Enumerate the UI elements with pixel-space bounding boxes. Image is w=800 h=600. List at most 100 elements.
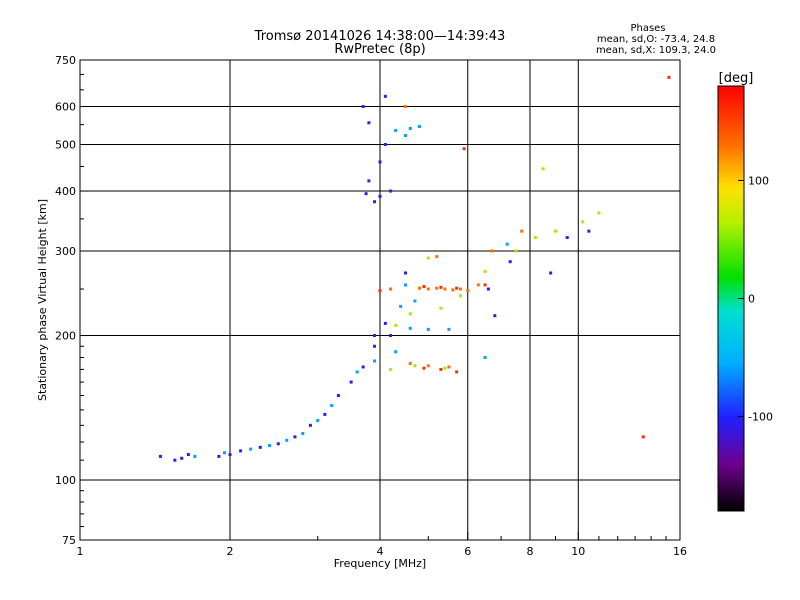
data-point xyxy=(455,286,459,290)
data-point xyxy=(455,370,459,374)
data-point xyxy=(458,287,462,291)
x-axis-label: Frequency [MHz] xyxy=(334,557,426,570)
data-point xyxy=(158,454,162,458)
data-point xyxy=(399,304,403,308)
data-point xyxy=(403,283,407,287)
data-point xyxy=(373,359,377,363)
data-point xyxy=(394,128,398,132)
data-point xyxy=(293,435,297,439)
data-point xyxy=(443,366,447,370)
data-point xyxy=(389,367,393,371)
data-point xyxy=(403,105,407,109)
data-point xyxy=(462,147,466,151)
data-point xyxy=(447,365,451,369)
data-point xyxy=(403,134,407,138)
data-point xyxy=(180,456,184,460)
data-point xyxy=(249,447,253,451)
data-point xyxy=(367,121,371,125)
data-point xyxy=(597,211,601,215)
data-point xyxy=(408,312,412,316)
colorbar-tick-label: -100 xyxy=(748,411,773,424)
data-point xyxy=(422,285,426,289)
y-tick-label: 750 xyxy=(55,54,76,67)
data-point xyxy=(373,200,377,204)
data-point xyxy=(466,289,470,293)
data-point xyxy=(541,167,545,171)
data-point xyxy=(483,355,487,359)
data-point xyxy=(228,453,232,457)
data-point xyxy=(364,192,368,196)
data-point xyxy=(193,454,197,458)
stats-line-x: mean, sd,X: 109.3, 24.0 xyxy=(596,45,716,56)
data-point xyxy=(439,285,443,289)
data-point xyxy=(389,287,393,291)
data-point xyxy=(505,242,509,246)
data-point xyxy=(223,451,227,455)
data-point xyxy=(565,236,569,240)
data-point xyxy=(417,286,421,290)
data-point xyxy=(336,394,340,398)
x-tick-label: 6 xyxy=(464,545,471,558)
y-tick-label: 600 xyxy=(55,101,76,114)
x-axis: 1 2 4 6 8 10 16 xyxy=(77,532,687,558)
data-point xyxy=(413,299,417,303)
y-tick-label: 75 xyxy=(62,534,76,547)
data-point xyxy=(373,334,377,338)
x-tick-label: 2 xyxy=(227,545,234,558)
data-point xyxy=(490,249,494,253)
data-point xyxy=(285,438,289,442)
data-point xyxy=(355,370,359,374)
stats-title: Phases xyxy=(630,23,665,34)
data-point xyxy=(483,269,487,273)
y-axis-label: Stationary phase Virtual Height [km] xyxy=(36,199,49,401)
data-point xyxy=(451,288,455,292)
chart-title: Tromsø 20141026 14:38:00—14:39:43 xyxy=(254,29,506,44)
data-point xyxy=(373,344,377,348)
data-point xyxy=(361,365,365,369)
data-point xyxy=(553,229,557,233)
y-tick-label: 300 xyxy=(55,245,76,258)
data-point xyxy=(258,445,262,449)
data-point xyxy=(493,314,497,318)
data-point xyxy=(435,255,439,259)
data-point xyxy=(186,453,190,457)
data-point xyxy=(367,179,371,183)
data-point xyxy=(426,287,430,291)
data-point xyxy=(426,327,430,331)
data-point xyxy=(394,323,398,327)
data-point xyxy=(549,271,553,275)
data-point xyxy=(508,260,512,264)
data-point xyxy=(439,306,443,310)
data-point xyxy=(383,94,387,98)
stats-line-o: mean, sd,O: -73.4, 24.8 xyxy=(597,34,715,45)
data-point xyxy=(426,364,430,368)
data-point xyxy=(514,249,518,253)
data-point xyxy=(587,229,591,233)
data-point xyxy=(330,403,334,407)
data-point xyxy=(408,126,412,130)
data-points xyxy=(158,75,671,462)
data-point xyxy=(383,321,387,325)
x-tick-label: 1 xyxy=(77,545,84,558)
colorbar-label: [deg] xyxy=(719,71,754,86)
data-point xyxy=(276,442,280,446)
data-point xyxy=(422,366,426,370)
data-point xyxy=(173,458,177,462)
data-point xyxy=(389,189,393,193)
data-point xyxy=(533,236,537,240)
data-point xyxy=(403,271,407,275)
data-point xyxy=(458,294,462,298)
x-tick-label: 8 xyxy=(527,545,534,558)
data-point xyxy=(426,256,430,260)
colorbar-tick-label: 0 xyxy=(748,293,755,306)
y-axis: 75 100 200 300 400 500 600 750 xyxy=(55,54,88,547)
data-point xyxy=(435,286,439,290)
colorbar-tick-label: 100 xyxy=(748,174,769,187)
colorbar-axis: 100 0 -100 xyxy=(717,85,773,512)
data-point xyxy=(267,444,271,448)
data-point xyxy=(476,283,480,287)
data-point xyxy=(581,220,585,224)
data-point xyxy=(383,143,387,147)
x-tick-label: 4 xyxy=(377,545,384,558)
